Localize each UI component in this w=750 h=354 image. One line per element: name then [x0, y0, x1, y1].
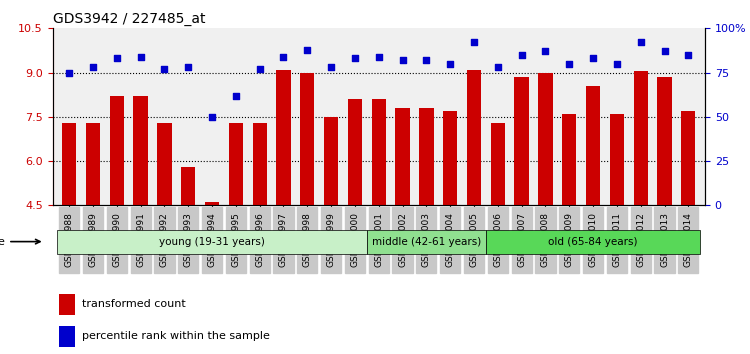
Point [254, 66, 266, 72]
Bar [59, 294, 75, 315]
Bar [466, 70, 482, 338]
Bar [253, 123, 267, 338]
Point [87, 64, 99, 70]
FancyBboxPatch shape [486, 230, 700, 253]
Point [421, 57, 433, 63]
Point [468, 40, 480, 45]
FancyBboxPatch shape [57, 230, 367, 253]
Point [539, 48, 551, 54]
FancyBboxPatch shape [367, 230, 486, 253]
Bar [276, 70, 291, 338]
Bar [134, 96, 148, 338]
Point [158, 66, 170, 72]
Point [682, 52, 694, 58]
Bar [538, 73, 553, 338]
Point [278, 54, 290, 59]
Text: GDS3942 / 227485_at: GDS3942 / 227485_at [53, 12, 205, 26]
Bar [514, 77, 529, 338]
Bar [634, 71, 648, 338]
Point [658, 48, 670, 54]
Bar [586, 86, 600, 338]
Bar [324, 117, 338, 338]
Point [634, 40, 646, 45]
Bar [181, 167, 196, 338]
Text: transformed count: transformed count [82, 299, 185, 309]
Text: percentile rank within the sample: percentile rank within the sample [82, 331, 270, 341]
Point [587, 56, 599, 61]
Bar [681, 111, 695, 338]
Bar [371, 99, 386, 338]
Point [325, 64, 337, 70]
Text: middle (42-61 years): middle (42-61 years) [372, 236, 481, 247]
Point [230, 93, 242, 98]
Text: young (19-31 years): young (19-31 years) [159, 236, 265, 247]
Bar [610, 114, 624, 338]
Bar [205, 202, 219, 338]
Bar [62, 123, 76, 338]
Point [349, 56, 361, 61]
Bar [419, 108, 434, 338]
Bar [657, 77, 672, 338]
Point [63, 70, 75, 75]
Point [302, 47, 313, 52]
Point [111, 56, 123, 61]
Bar [229, 123, 243, 338]
Point [182, 64, 194, 70]
Point [611, 61, 623, 67]
Point [397, 57, 409, 63]
Bar [300, 73, 314, 338]
Bar [86, 123, 100, 338]
Bar [443, 111, 458, 338]
Bar [490, 123, 505, 338]
Point [444, 61, 456, 67]
Bar [59, 326, 75, 347]
Text: age: age [0, 236, 40, 247]
Bar [562, 114, 577, 338]
Text: old (65-84 years): old (65-84 years) [548, 236, 638, 247]
Bar [110, 96, 124, 338]
Bar [158, 123, 172, 338]
Point [492, 64, 504, 70]
Point [516, 52, 528, 58]
Point [134, 54, 146, 59]
Bar [348, 99, 362, 338]
Point [373, 54, 385, 59]
Bar [395, 108, 410, 338]
Point [206, 114, 218, 120]
Point [563, 61, 575, 67]
